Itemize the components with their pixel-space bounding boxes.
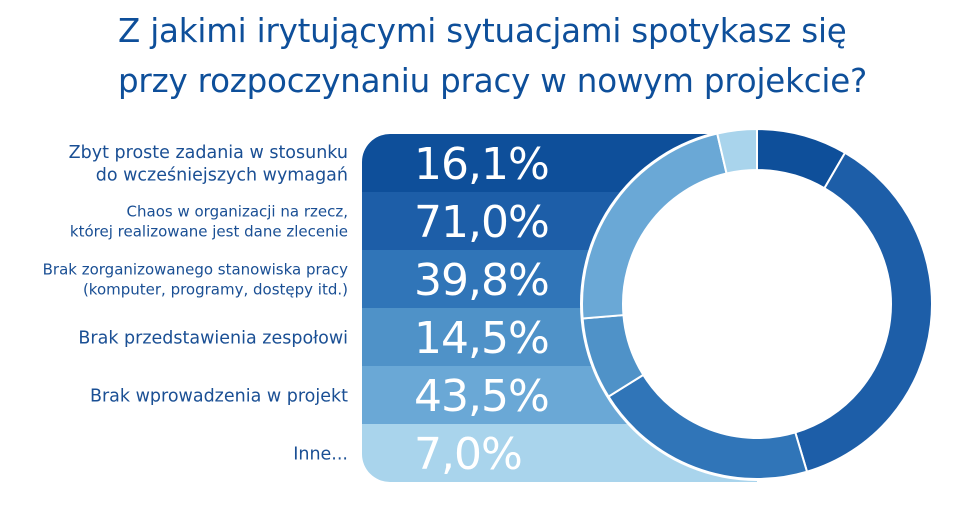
chart-title-line-2: przy rozpoczynaniu pracy w nowym projekc… (118, 62, 868, 100)
value-label-3: 39,8% (414, 255, 549, 306)
value-label-2: 71,0% (414, 197, 549, 248)
donut-ring (580, 127, 934, 481)
value-label-6: 7,0% (414, 429, 522, 480)
category-label-5: Brak wprowadzenia w projekt (90, 386, 348, 406)
category-label-2: Chaos w organizacji na rzecz, której real… (70, 202, 348, 240)
chart-title-line-1: Z jakimi irytującymi sytuacjami spotykas… (118, 12, 847, 50)
category-label-1: Zbyt proste zadania w stosunku do wcześni… (69, 143, 348, 186)
donut-slice-6 (716, 127, 758, 175)
value-label-4: 14,5% (414, 313, 549, 364)
chart-title: Z jakimi irytującymi sytuacjami spotykas… (118, 6, 948, 106)
value-labels: 16,1% 71,0% 39,8% 14,5% 43,5% 7,0% (414, 139, 550, 480)
category-label-6: Inne... (293, 444, 348, 464)
value-label-1: 16,1% (414, 139, 549, 190)
value-label-5: 43,5% (414, 371, 549, 422)
category-label-4: Brak przedstawienia zespołowi (78, 328, 348, 348)
category-label-3: Brak zorganizowanego stanowiska pracy (ko… (43, 260, 348, 298)
category-labels: Zbyt proste zadania w stosunku do wcześni… (43, 143, 349, 464)
